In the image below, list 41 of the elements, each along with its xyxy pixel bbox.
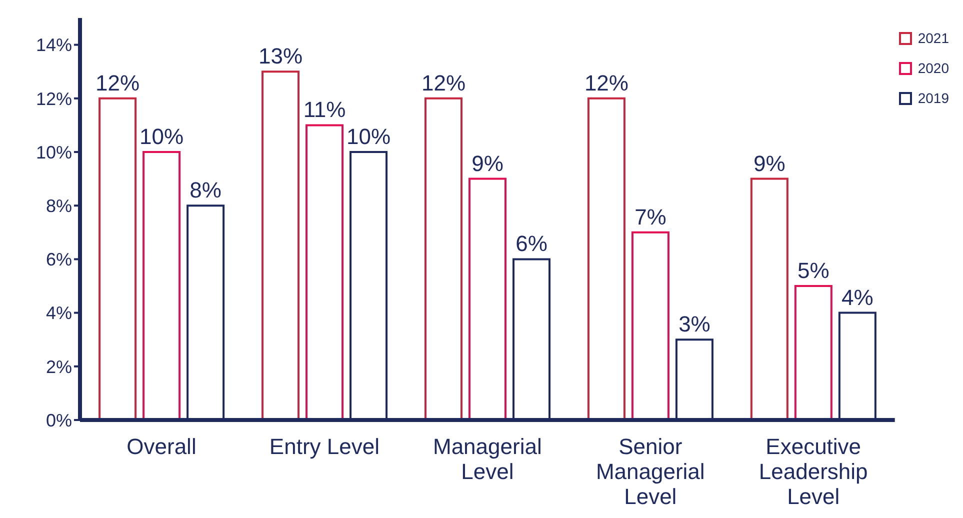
legend-label: 2019: [916, 90, 949, 106]
x-tick-label: Managerial Level: [433, 434, 542, 484]
y-tick-label: 6%: [46, 250, 72, 270]
y-tick-label: 0%: [46, 410, 72, 430]
data-label: 11%: [303, 97, 346, 122]
y-tick-label: 8%: [46, 196, 72, 216]
data-label: 10%: [346, 124, 391, 149]
data-label: 10%: [140, 124, 184, 149]
y-tick-label: 4%: [46, 303, 72, 324]
data-label: 7%: [634, 204, 666, 230]
bar: [468, 178, 506, 420]
data-label: 3%: [678, 312, 710, 337]
bar: [750, 178, 788, 420]
x-tick-label: Executive Leadership Level: [758, 434, 868, 509]
y-tick-label: 12%: [36, 88, 72, 109]
legend-label: 2020: [916, 60, 949, 76]
data-label: 5%: [798, 258, 830, 283]
y-tick-label: 10%: [36, 142, 72, 162]
data-label: 12%: [584, 70, 628, 96]
data-label: 9%: [472, 150, 504, 176]
legend-label: 2021: [916, 30, 949, 46]
bar: [262, 70, 300, 420]
bar: [794, 285, 832, 420]
bar: [587, 97, 626, 420]
data-label: 12%: [421, 70, 466, 96]
bar: [306, 124, 344, 420]
bar: [142, 151, 181, 420]
data-label: 12%: [96, 70, 140, 96]
y-tick-label: 2%: [46, 356, 72, 377]
x-tick-label: Overall: [126, 434, 196, 459]
x-tick-label: Senior Managerial Level: [596, 434, 705, 509]
data-label: 4%: [842, 284, 874, 310]
data-label: 9%: [754, 150, 786, 176]
y-tick-label: 14%: [36, 35, 72, 56]
bar: [424, 97, 462, 420]
bar: [98, 97, 137, 420]
bar: [631, 231, 670, 420]
x-tick-label: Entry Level: [269, 434, 380, 459]
data-label: 8%: [190, 178, 222, 203]
data-label: 6%: [516, 231, 548, 256]
data-label: 13%: [258, 44, 303, 69]
